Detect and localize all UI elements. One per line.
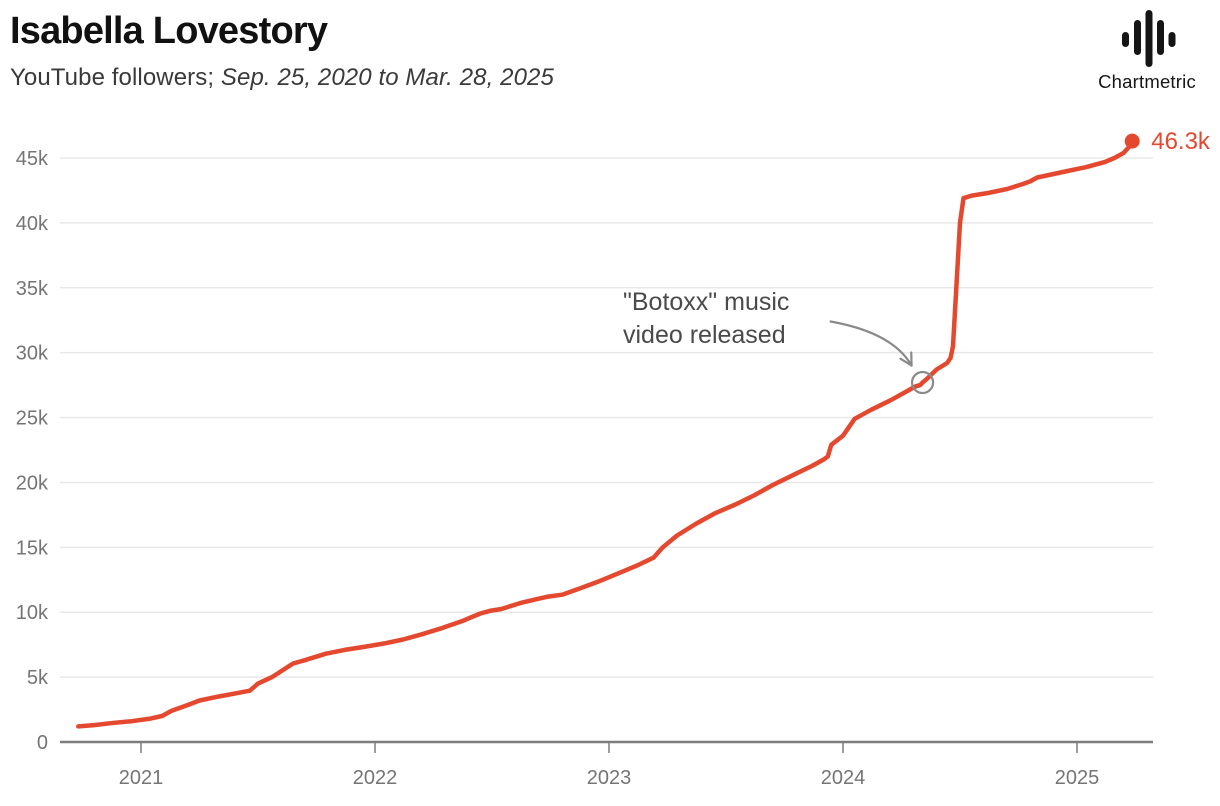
annotation-arrowhead bbox=[899, 357, 913, 367]
latest-value-label: 46.3k bbox=[1151, 128, 1211, 155]
annotation-text-line: "Botoxx" music bbox=[623, 288, 789, 316]
y-axis-tick-label: 45k bbox=[16, 148, 49, 170]
y-axis-tick-label: 30k bbox=[16, 343, 49, 365]
x-axis-tick-label: 2025 bbox=[1055, 767, 1100, 789]
series-line bbox=[76, 138, 1135, 729]
subtitle-daterange: Sep. 25, 2020 to Mar. 28, 2025 bbox=[220, 63, 554, 91]
audio-waveform-bars-icon bbox=[1121, 10, 1175, 67]
y-axis-tick-label: 5k bbox=[27, 667, 49, 689]
chart-subtitle: YouTube followers; Sep. 25, 2020 to Mar.… bbox=[10, 64, 554, 92]
x-axis-tick-label: 2022 bbox=[353, 767, 398, 789]
series-end-dot bbox=[1124, 133, 1140, 149]
page-title: Isabella Lovestory bbox=[10, 10, 328, 52]
y-axis-tick-label: 20k bbox=[16, 472, 49, 494]
y-axis-tick-label: 40k bbox=[16, 213, 49, 235]
y-axis-tick-label: 15k bbox=[16, 537, 49, 559]
y-axis-tick-label: 25k bbox=[16, 408, 49, 430]
annotation-point-circle bbox=[910, 370, 935, 395]
chartmetric-wordmark: Chartmetric bbox=[1098, 71, 1196, 92]
y-axis-tick-label: 10k bbox=[16, 602, 49, 624]
annotation-text-line: video released bbox=[623, 321, 786, 349]
chartmetric-brand: Chartmetric bbox=[1082, 8, 1212, 93]
y-axis-tick-label: 0 bbox=[37, 732, 48, 754]
y-axis-tick-label: 35k bbox=[16, 278, 49, 300]
annotation-arrow bbox=[829, 320, 913, 367]
x-axis-tick-label: 2024 bbox=[821, 767, 866, 789]
x-axis-tick-label: 2021 bbox=[119, 767, 164, 789]
subtitle-metric: YouTube followers; bbox=[10, 63, 221, 91]
chart-header: Isabella Lovestory YouTube followers; Se… bbox=[10, 10, 554, 92]
x-axis-tick-label: 2023 bbox=[587, 767, 632, 789]
